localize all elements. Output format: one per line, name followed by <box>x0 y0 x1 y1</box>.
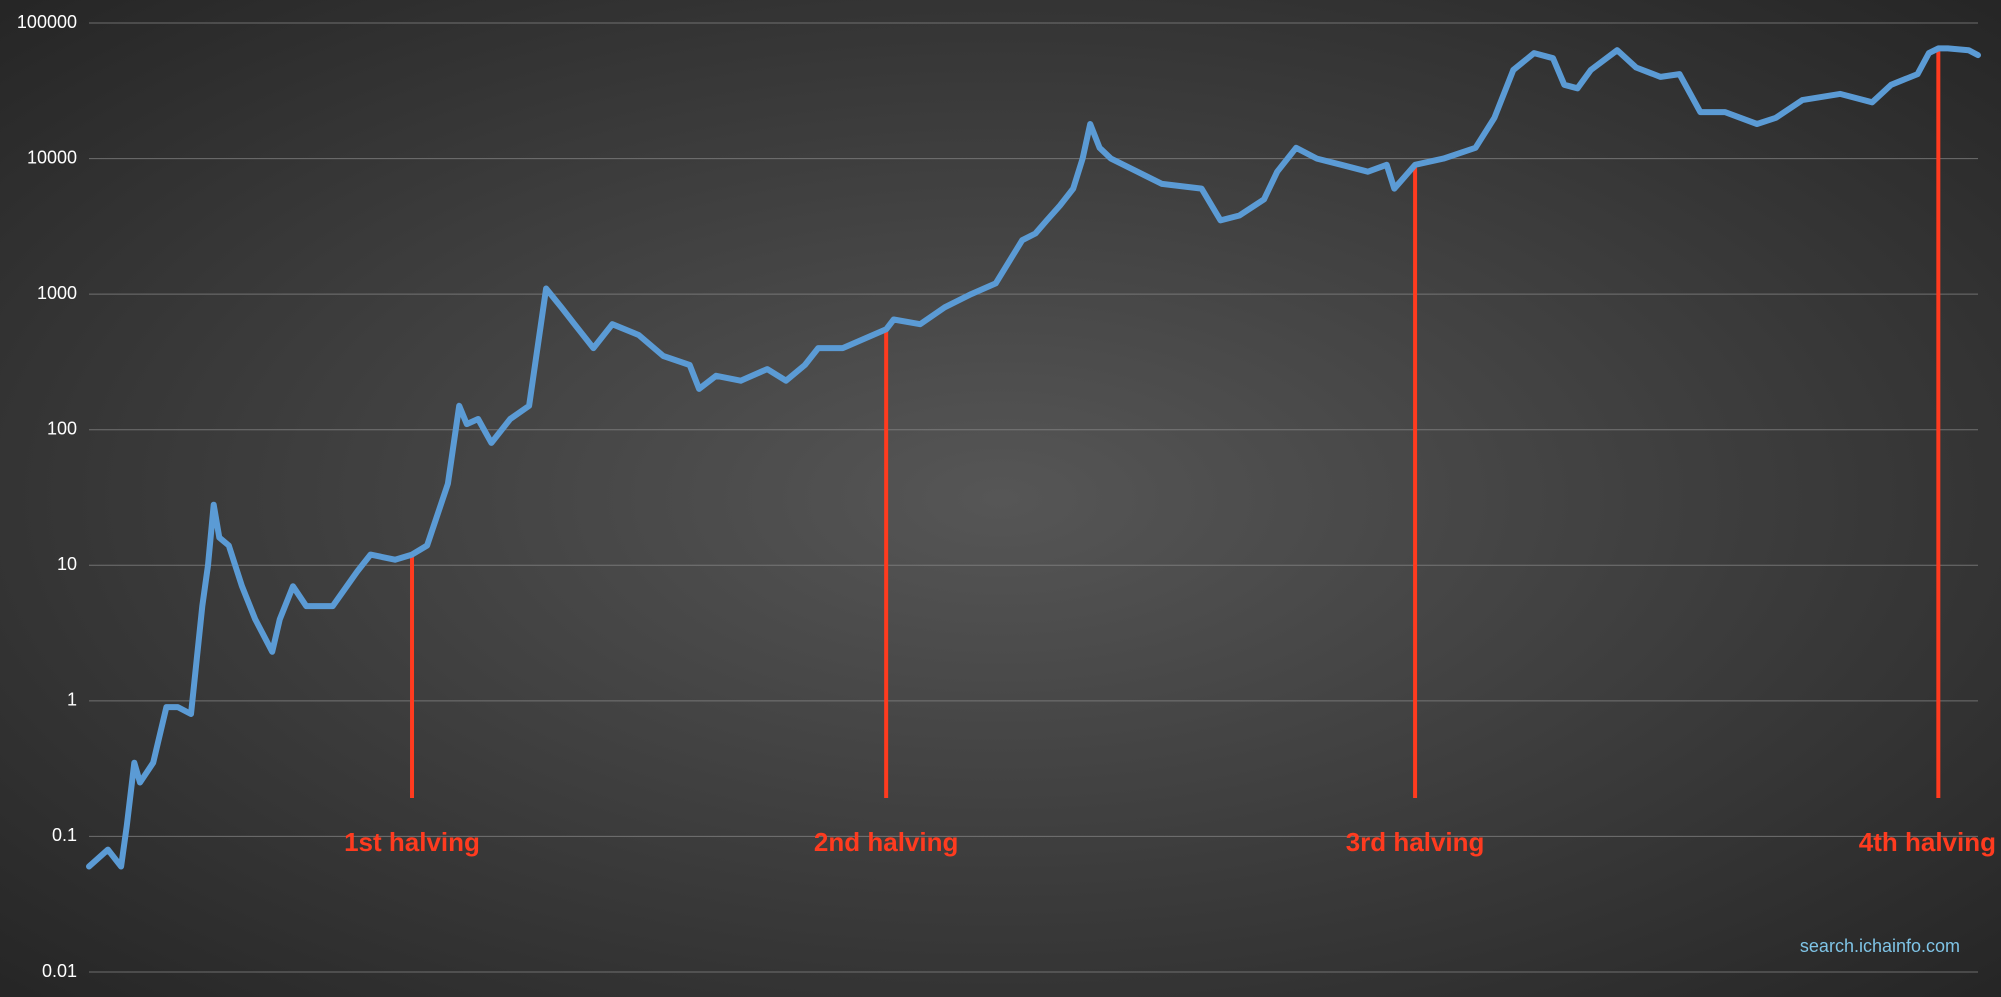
halving-label: 4th halving <box>1859 827 1996 857</box>
y-tick-label: 10000 <box>27 147 77 167</box>
y-tick-label: 100 <box>47 418 77 438</box>
watermark: search.ichainfo.com <box>1800 936 1960 956</box>
y-tick-label: 10 <box>57 554 77 574</box>
price-line <box>86 45 1981 870</box>
y-tick-label: 1 <box>67 690 77 710</box>
y-tick-label: 100000 <box>17 12 77 32</box>
y-tick-label: 0.1 <box>52 825 77 845</box>
y-tick-label: 1000 <box>37 283 77 303</box>
halving-label: 3rd halving <box>1346 827 1485 857</box>
y-tick-label: 0.01 <box>42 961 77 981</box>
halving-label: 1st halving <box>344 827 480 857</box>
halving-label: 2nd halving <box>814 827 958 857</box>
